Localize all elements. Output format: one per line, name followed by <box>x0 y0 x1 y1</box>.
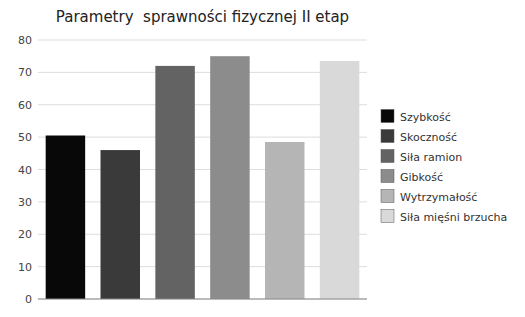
bar <box>265 142 304 299</box>
grid <box>38 40 367 299</box>
legend-label: Siła mięśni brzucha <box>400 211 507 224</box>
bars <box>46 56 360 299</box>
grid-line <box>38 104 367 105</box>
legend-swatch <box>381 190 394 203</box>
y-tick-label: 20 <box>18 228 32 241</box>
y-axis: 0 10 20 30 40 50 60 70 80 <box>18 34 32 306</box>
grid-line <box>38 299 367 300</box>
legend-swatch <box>381 170 394 183</box>
y-tick-label: 70 <box>18 66 32 79</box>
grid-line <box>38 137 367 138</box>
legend-swatch <box>381 130 394 143</box>
y-tick-label: 0 <box>25 293 32 306</box>
grid-line <box>38 40 367 41</box>
y-tick-label: 60 <box>18 99 32 112</box>
grid-line <box>38 266 367 267</box>
y-tick-label: 10 <box>18 261 32 274</box>
legend-label: Szybkość <box>400 111 451 124</box>
bar <box>46 136 85 299</box>
x-axis-line <box>38 299 367 300</box>
legend-label: Wytrzymałość <box>400 191 477 204</box>
y-tick-label: 50 <box>18 131 32 144</box>
y-tick-label: 30 <box>18 196 32 209</box>
legend-label: Gibkość <box>400 171 443 184</box>
grid-line <box>38 234 367 235</box>
chart-svg: Parametry sprawności fizycznej II etap 0 1… <box>0 0 525 317</box>
chart-container: Parametry sprawności fizycznej II etap 0 1… <box>0 0 525 317</box>
grid-line <box>38 201 367 202</box>
legend-label: Skoczność <box>400 131 457 144</box>
legend-swatch <box>381 110 394 123</box>
bar <box>155 66 194 299</box>
y-tick-label: 40 <box>18 164 32 177</box>
grid-line <box>38 169 367 170</box>
legend: Szybkość Skoczność Siła ramion Gibkość Wytrz… <box>381 110 507 224</box>
chart-title: Parametry sprawności fizycznej II etap <box>56 8 349 26</box>
bar <box>320 61 359 299</box>
legend-swatch <box>381 210 394 223</box>
bar <box>210 56 249 299</box>
legend-swatch <box>381 150 394 163</box>
legend-label: Siła ramion <box>400 151 462 164</box>
y-tick-label: 80 <box>18 34 32 47</box>
bar <box>101 150 140 299</box>
grid-line <box>38 72 367 73</box>
